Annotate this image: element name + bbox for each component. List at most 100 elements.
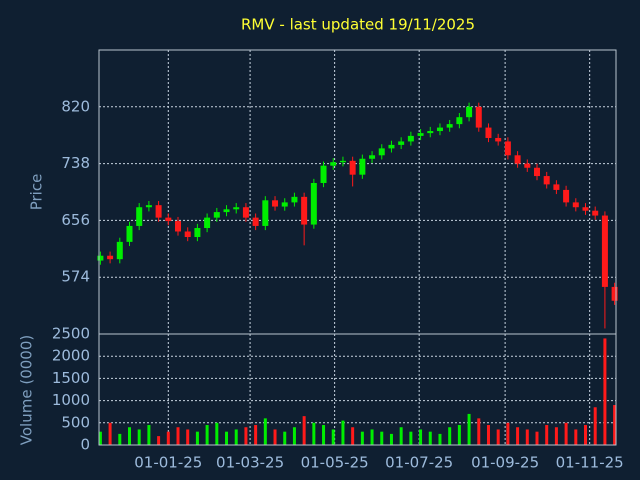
volume-bar <box>399 427 403 445</box>
candle-body <box>436 127 443 132</box>
candle-body <box>369 155 376 159</box>
x-tick-label: 01-05-25 <box>301 454 369 472</box>
y-tick-label: 656 <box>61 211 90 229</box>
volume-bar <box>584 425 588 445</box>
candle-body <box>213 212 220 218</box>
candle-body <box>388 144 395 149</box>
volume-bar <box>419 429 423 445</box>
candle-body <box>204 217 211 229</box>
candle-body <box>572 202 579 208</box>
volume-bar <box>525 429 529 445</box>
candle-body <box>107 255 114 260</box>
volume-bar <box>554 427 558 445</box>
y-tick-label: 738 <box>61 154 90 172</box>
x-tick-label: 01-03-25 <box>216 454 284 472</box>
candle-body <box>175 221 182 232</box>
candle-body <box>611 286 618 301</box>
volume-bar <box>380 431 384 445</box>
candle-body <box>524 163 531 168</box>
y-tick-label: 820 <box>61 97 90 115</box>
volume-bar <box>545 425 549 445</box>
candle-body <box>339 160 346 163</box>
y-axis-label: Price <box>28 174 46 211</box>
candle-body <box>126 225 133 242</box>
volume-bar <box>118 433 122 445</box>
volume-bar <box>409 431 413 445</box>
candle-body <box>155 205 162 218</box>
volume-bar <box>438 433 442 445</box>
volume-bar <box>283 431 287 445</box>
volume-bar <box>467 413 471 445</box>
candle-body <box>97 255 104 261</box>
y2-tick-label: 1000 <box>52 391 90 409</box>
candle-body <box>242 207 249 218</box>
y2-tick-label: 2000 <box>52 347 90 365</box>
candle-body <box>145 205 152 208</box>
x-tick-label: 01-11-25 <box>556 454 624 472</box>
candle-body <box>601 215 608 287</box>
x-tick-label: 01-07-25 <box>385 454 453 472</box>
candle-body <box>272 200 279 207</box>
candle-body <box>116 241 123 260</box>
volume-bar <box>234 429 238 445</box>
volume-bar <box>186 429 190 445</box>
volume-bar <box>477 418 481 445</box>
volume-bar <box>137 429 141 445</box>
candle-body <box>330 162 337 166</box>
x-tick-label: 01-09-25 <box>471 454 539 472</box>
volume-bar <box>176 427 180 445</box>
candle-body <box>592 210 599 216</box>
volume-bar <box>574 429 578 445</box>
candle-body <box>378 148 385 156</box>
volume-bar <box>613 405 617 445</box>
candle-body <box>475 106 482 128</box>
candle-body <box>582 207 589 211</box>
volume-bar <box>215 422 219 445</box>
volume-bar <box>147 425 151 445</box>
y2-tick-label: 1500 <box>52 369 90 387</box>
candle-body <box>466 106 473 118</box>
y-tick-label: 574 <box>61 268 90 286</box>
candle-body <box>456 117 463 125</box>
volume-bar <box>205 425 209 445</box>
volume-bar <box>195 431 199 445</box>
candle-body <box>291 196 298 203</box>
volume-bar <box>273 429 277 445</box>
volume-bar <box>331 429 335 445</box>
chart-title: RMV - last updated 19/11/2025 <box>241 16 475 34</box>
candle-body <box>301 196 308 225</box>
volume-bar <box>166 431 170 445</box>
volume-bar <box>428 431 432 445</box>
volume-bar <box>506 422 510 445</box>
volume-bar <box>448 427 452 445</box>
candle-body <box>281 202 288 207</box>
candle-body <box>184 231 191 238</box>
candle-body <box>514 155 521 164</box>
volume-bar <box>127 427 131 445</box>
candle-body <box>417 133 424 136</box>
volume-bar <box>254 425 258 445</box>
candle-body <box>495 137 502 142</box>
volume-bar <box>157 436 161 445</box>
candle-body <box>485 127 492 138</box>
y2-tick-label: 2500 <box>52 325 90 343</box>
volume-bar <box>486 425 490 445</box>
volume-bar <box>263 418 267 445</box>
volume-bar <box>593 407 597 445</box>
volume-bar <box>225 431 229 445</box>
candle-body <box>553 184 560 190</box>
volume-bar <box>370 429 374 445</box>
candle-body <box>320 165 327 183</box>
candle-body <box>223 209 230 213</box>
volume-bar <box>98 431 102 445</box>
candle-body <box>407 135 414 142</box>
candle-body <box>533 167 540 177</box>
volume-bar <box>360 431 364 445</box>
volume-bar <box>389 433 393 445</box>
volume-bar <box>457 425 461 445</box>
candle-body <box>543 176 550 185</box>
candle-body <box>233 207 240 210</box>
y2-tick-label: 500 <box>61 413 90 431</box>
